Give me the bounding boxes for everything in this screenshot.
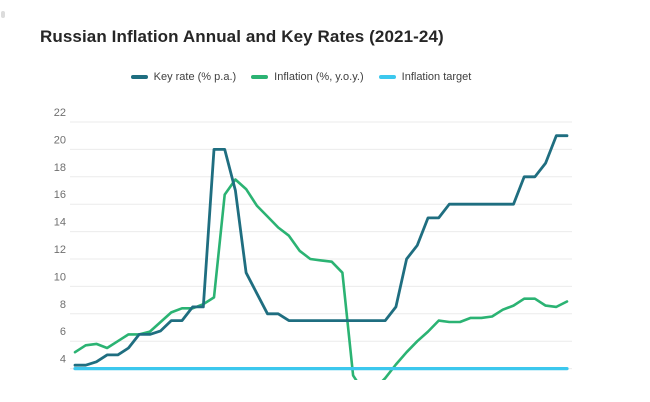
key-rate-swatch-icon — [130, 75, 148, 79]
legend-item-key-rate: Key rate (% p.a.) — [130, 71, 237, 83]
legend-item-inflation-target: Inflation target — [378, 71, 472, 83]
y-tick-label-10: 10 — [54, 271, 66, 283]
legend-item-inflation: Inflation (%, y.o.y.) — [251, 71, 364, 83]
y-tick-label-12: 12 — [54, 244, 66, 256]
inflation-line — [73, 178, 569, 380]
y-tick-label-22: 22 — [54, 107, 66, 119]
y-tick-label-14: 14 — [54, 217, 66, 229]
key-rate-line — [73, 134, 569, 367]
y-tick-label-20: 20 — [54, 134, 66, 146]
legend-label-inflation-target: Inflation target — [401, 71, 472, 83]
chart-legend: Key rate (% p.a.) Inflation (%, y.o.y.) … — [0, 71, 602, 83]
inflation-target-swatch-icon — [378, 75, 396, 79]
y-tick-label-6: 6 — [60, 326, 66, 338]
y-tick-label-8: 8 — [60, 299, 66, 311]
inflation-swatch-icon — [251, 75, 269, 79]
legend-label-inflation: Inflation (%, y.o.y.) — [274, 71, 364, 83]
y-tick-label-18: 18 — [54, 162, 66, 174]
chart-title: Russian Inflation Annual and Key Rates (… — [40, 27, 444, 46]
screen-edge-artifact — [1, 11, 5, 18]
legend-label-key-rate: Key rate (% p.a.) — [153, 71, 237, 83]
y-tick-label-16: 16 — [54, 189, 66, 201]
y-tick-label-4: 4 — [60, 354, 66, 366]
